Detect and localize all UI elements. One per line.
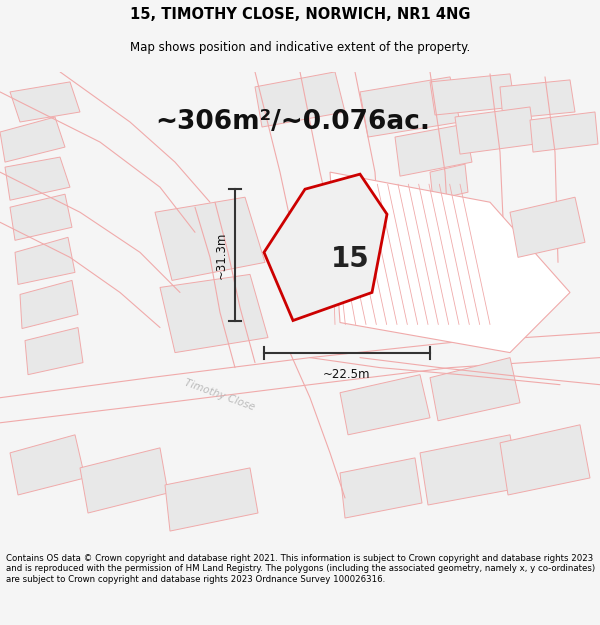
Polygon shape — [255, 72, 345, 127]
Polygon shape — [500, 425, 590, 495]
Polygon shape — [5, 157, 70, 200]
Polygon shape — [395, 124, 472, 176]
Polygon shape — [10, 82, 80, 122]
Polygon shape — [340, 458, 422, 518]
Text: 15: 15 — [331, 244, 370, 272]
Text: Timothy Close: Timothy Close — [184, 378, 257, 412]
Polygon shape — [500, 80, 575, 119]
Text: ~306m²/~0.076ac.: ~306m²/~0.076ac. — [155, 109, 430, 135]
Polygon shape — [430, 164, 468, 200]
Text: ~31.3m: ~31.3m — [215, 231, 227, 279]
Polygon shape — [510, 198, 585, 258]
Polygon shape — [0, 117, 65, 162]
Polygon shape — [455, 107, 535, 154]
Polygon shape — [165, 468, 258, 531]
Polygon shape — [20, 281, 78, 329]
Polygon shape — [80, 448, 168, 513]
Polygon shape — [160, 274, 268, 352]
Polygon shape — [420, 435, 520, 505]
Polygon shape — [10, 194, 72, 240]
Text: Map shows position and indicative extent of the property.: Map shows position and indicative extent… — [130, 41, 470, 54]
Polygon shape — [330, 172, 570, 352]
Text: ~22.5m: ~22.5m — [323, 368, 371, 381]
Polygon shape — [155, 198, 265, 281]
Text: 15, TIMOTHY CLOSE, NORWICH, NR1 4NG: 15, TIMOTHY CLOSE, NORWICH, NR1 4NG — [130, 7, 470, 22]
Polygon shape — [530, 112, 598, 152]
Polygon shape — [10, 435, 85, 495]
Polygon shape — [15, 238, 75, 284]
Text: Contains OS data © Crown copyright and database right 2021. This information is : Contains OS data © Crown copyright and d… — [6, 554, 595, 584]
Polygon shape — [25, 328, 83, 374]
Polygon shape — [340, 374, 430, 435]
Polygon shape — [430, 74, 515, 115]
Polygon shape — [264, 174, 387, 321]
Polygon shape — [360, 77, 460, 137]
Polygon shape — [430, 357, 520, 421]
